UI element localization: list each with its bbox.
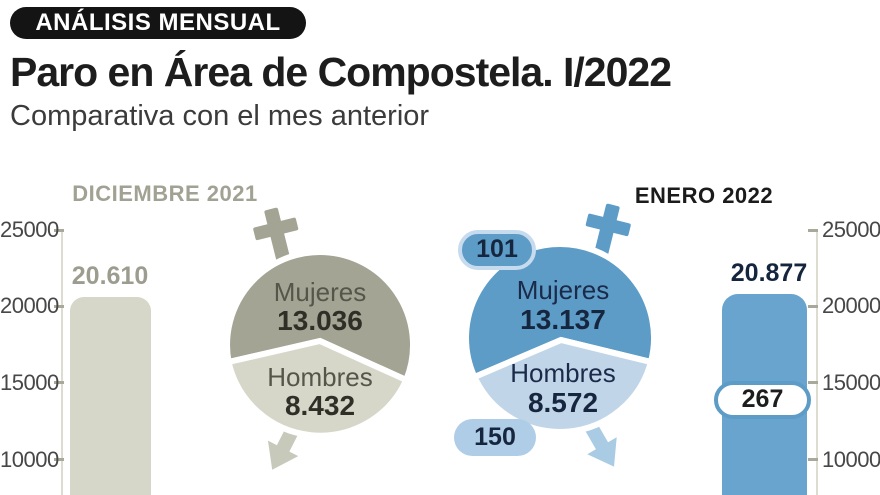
page-title: Paro en Área de Compostela. I/2022 [10, 49, 672, 95]
left-axis-label: 20000 [0, 293, 59, 318]
left-axis-tick [54, 229, 64, 232]
december-mujeres-label: Mujeres [274, 277, 366, 307]
left-axis-tick [54, 305, 64, 308]
january-hombres-delta-badge: 150 [454, 419, 536, 456]
left-axis-tick [54, 458, 64, 461]
january-mujeres-delta-badge: 101 [458, 230, 536, 270]
january-total-value: 20.877 [730, 259, 808, 287]
right-axis-label: 15000 [822, 370, 880, 395]
section-badge: ANÁLISIS MENSUAL [10, 7, 306, 39]
right-axis-label: 10000 [822, 447, 880, 472]
january-hombres-slice [470, 336, 655, 435]
december-hombres-slice [225, 337, 411, 439]
right-axis-tick [808, 381, 818, 384]
december-hombres-value: 8.432 [285, 390, 355, 421]
january-mujeres-label: Mujeres [517, 275, 609, 305]
january-mujeres-value: 13.137 [520, 304, 606, 335]
january-hombres-value: 8.572 [528, 387, 598, 418]
december-hombres-label: Hombres [267, 362, 372, 392]
december-mujeres-value: 13.036 [277, 305, 363, 336]
left-axis-label: 25000 [0, 217, 59, 242]
right-axis-tick [808, 305, 818, 308]
january-total-delta-badge: 267 [714, 381, 811, 419]
left-axis-line [61, 232, 63, 495]
right-axis-line [816, 232, 818, 495]
left-axis-tick [54, 381, 64, 384]
right-axis-label: 20000 [822, 293, 880, 318]
right-axis-label: 25000 [822, 217, 880, 242]
column-header-december: DICIEMBRE 2021 [72, 181, 258, 206]
left-axis-label: 15000 [0, 370, 59, 395]
december-gender-pie: Mujeres 13.036 Hombres 8.432 [224, 207, 416, 470]
january-hombres-label: Hombres [510, 358, 615, 388]
right-axis-tick [808, 229, 818, 232]
column-header-january: ENERO 2022 [634, 183, 774, 208]
january-gender-pie: Mujeres 13.137 Hombres 8.572 [463, 203, 658, 467]
right-axis-tick [808, 458, 818, 461]
december-total-bar [70, 297, 151, 495]
page-subtitle: Comparativa con el mes anterior [10, 100, 430, 132]
december-total-value: 20.610 [71, 262, 149, 290]
left-axis-label: 10000 [0, 447, 59, 472]
january-mujeres-slice [463, 241, 658, 381]
december-mujeres-slice [224, 249, 416, 385]
